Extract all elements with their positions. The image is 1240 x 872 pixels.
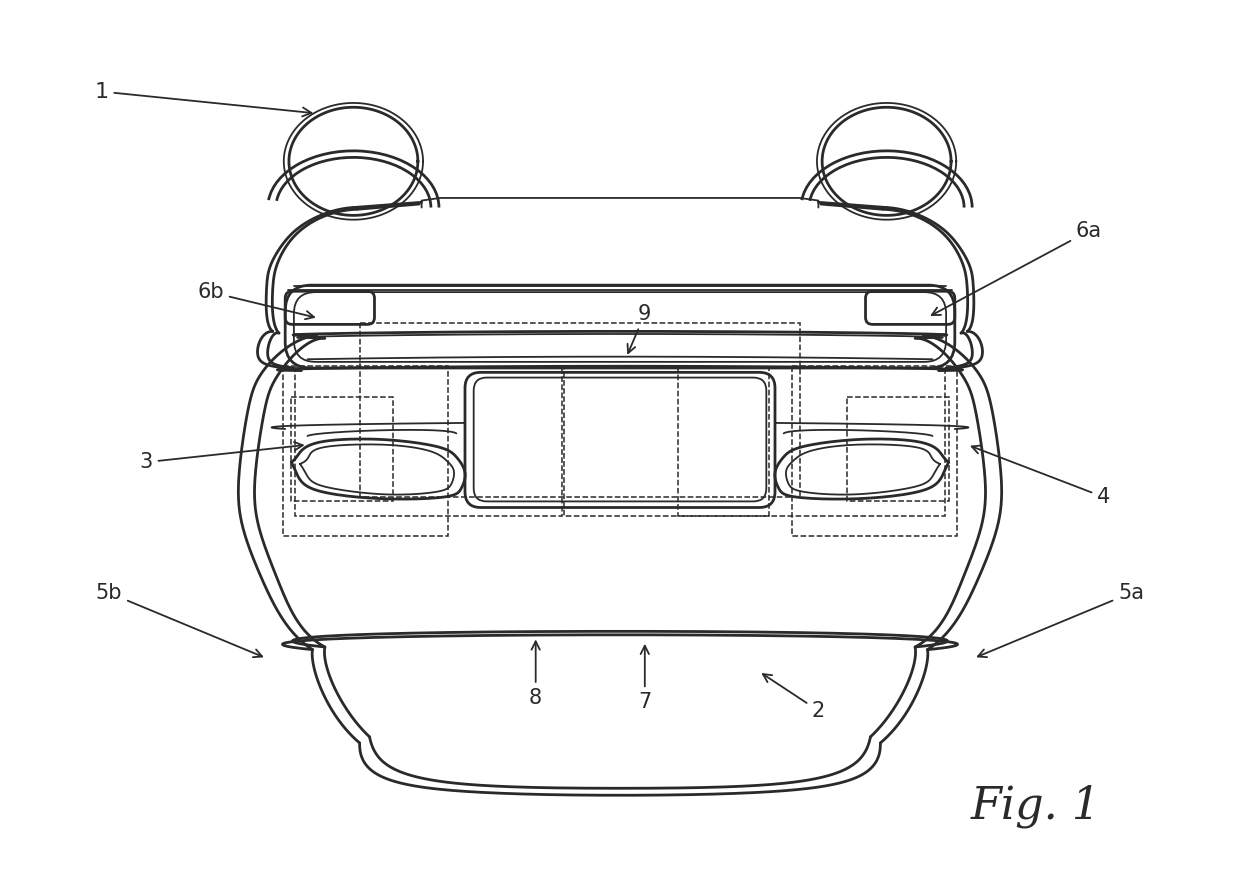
Bar	[283, 366, 448, 536]
Text: 7: 7	[639, 646, 651, 712]
Bar	[291, 397, 393, 501]
Text: Fig. 1: Fig. 1	[970, 785, 1101, 828]
Text: 6a: 6a	[931, 221, 1102, 315]
Text: 2: 2	[763, 674, 825, 720]
Text: 5b: 5b	[95, 583, 262, 657]
Text: 6b: 6b	[197, 283, 314, 319]
Text: 3: 3	[140, 442, 303, 472]
Bar	[360, 323, 800, 497]
Bar	[295, 368, 562, 516]
Text: 9: 9	[627, 304, 651, 353]
Text: 4: 4	[972, 446, 1110, 507]
Bar	[847, 397, 949, 501]
Bar	[564, 368, 769, 516]
Text: 5a: 5a	[978, 583, 1143, 657]
Bar	[792, 366, 957, 536]
Text: 1: 1	[94, 82, 311, 116]
Text: 8: 8	[529, 642, 542, 707]
Bar	[678, 368, 945, 516]
